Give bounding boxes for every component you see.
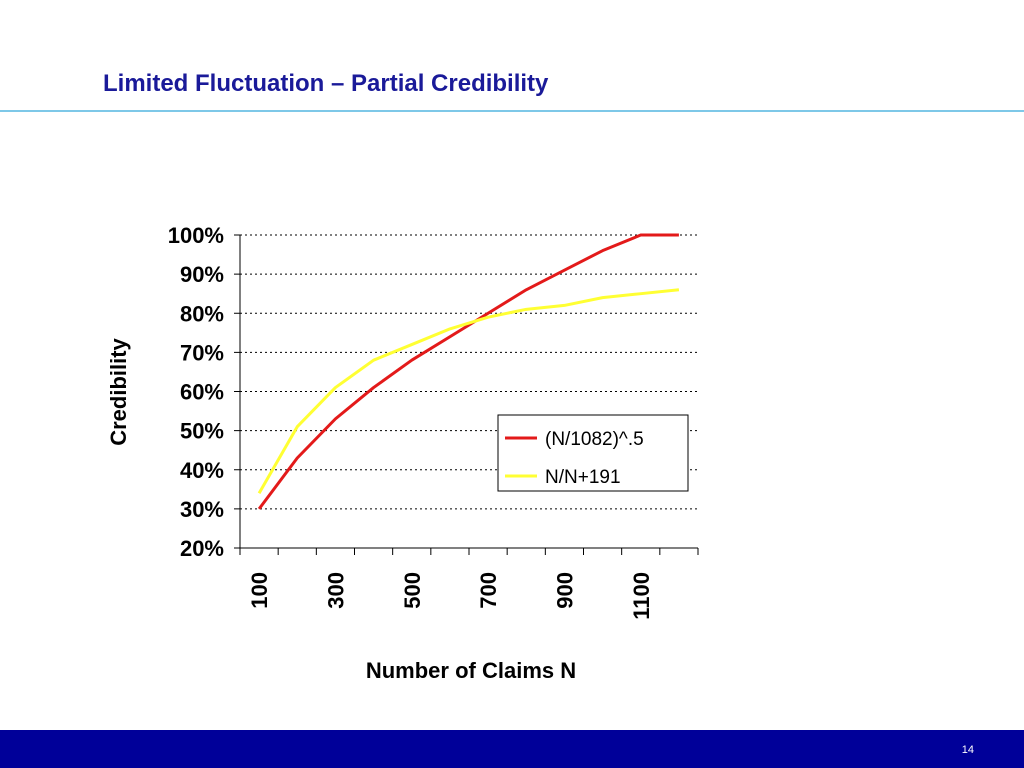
legend-label: (N/1082)^.5: [545, 429, 644, 450]
x-tick-label: 900: [552, 572, 577, 609]
legend-label: N/N+191: [545, 467, 621, 488]
y-axis-title: Credibility: [106, 337, 131, 445]
y-tick-label: 40%: [180, 458, 224, 483]
slide-title: Limited Fluctuation – Partial Credibilit…: [103, 70, 549, 97]
y-tick-label: 70%: [180, 340, 224, 365]
y-tick-label: 60%: [180, 380, 224, 405]
y-tick-label: 50%: [180, 419, 224, 444]
y-tick-label: 100%: [168, 223, 224, 248]
title-divider: [0, 110, 1024, 112]
credibility-chart: 20% 30% 40% 50% 60% 70% 80% 90% 100% 100 300 500 700…: [106, 223, 699, 683]
x-tick-label: 700: [476, 572, 501, 609]
page-number: 14: [961, 744, 974, 756]
series-line-0: [257, 233, 679, 510]
x-tick-label: 1100: [629, 572, 654, 620]
footer-bar: 14: [0, 730, 1024, 768]
series-line-1: [257, 288, 680, 494]
y-tick-label: 20%: [180, 536, 224, 561]
x-tick-label: 300: [323, 572, 348, 609]
legend-box: [497, 414, 689, 492]
x-axis-title: Number of Claims N: [366, 658, 576, 683]
y-tick-label: 80%: [180, 301, 224, 326]
x-tick-label: 500: [400, 572, 425, 609]
y-tick-label: 90%: [180, 262, 224, 287]
y-tick-label: 30%: [180, 497, 224, 522]
x-tick-label: 100: [247, 572, 272, 609]
